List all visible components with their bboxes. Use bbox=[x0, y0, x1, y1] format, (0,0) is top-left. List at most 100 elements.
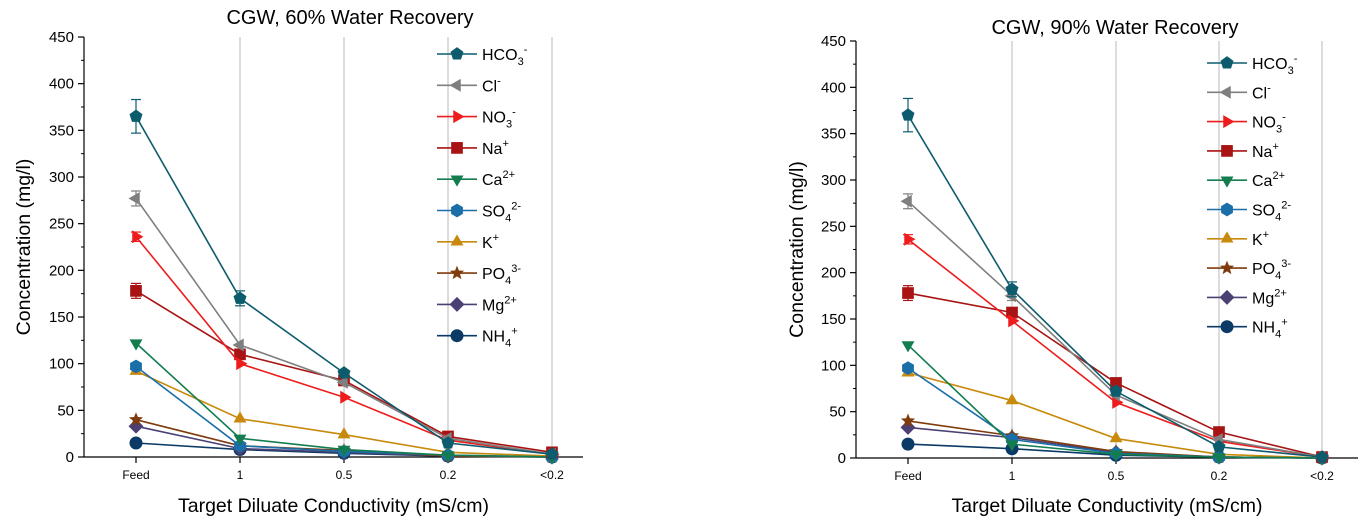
legend-marker bbox=[451, 203, 463, 218]
legend-label-sup: + bbox=[511, 326, 517, 338]
legend-label: Mg2+ bbox=[482, 294, 517, 314]
x-tick-label: 0.2 bbox=[440, 468, 457, 482]
legend-item: Cl- bbox=[1207, 82, 1271, 102]
data-point bbox=[336, 375, 348, 389]
legend-label-sup: - bbox=[1294, 53, 1298, 65]
legend-label-sup: - bbox=[1282, 112, 1286, 124]
series-SO42- bbox=[902, 361, 1328, 465]
data-point bbox=[130, 285, 142, 297]
legend-label-sup: 2+ bbox=[502, 169, 515, 181]
legend-item: SO42- bbox=[437, 201, 521, 225]
legend-item: NO3- bbox=[437, 107, 516, 131]
data-point bbox=[1212, 453, 1226, 465]
data-point bbox=[337, 427, 351, 439]
x-tick-label: 0.5 bbox=[336, 468, 353, 482]
legend: HCO3-Cl-NO3-Na+Ca2+SO42-K+PO43-Mg2+NH4+ bbox=[437, 44, 528, 350]
legend-label: SO42- bbox=[482, 201, 521, 225]
data-point bbox=[1315, 450, 1329, 463]
data-point bbox=[902, 361, 914, 375]
data-point bbox=[1005, 282, 1019, 295]
y-tick-label: 100 bbox=[821, 357, 846, 374]
legend-marker bbox=[1219, 85, 1231, 99]
x-tick-label: Feed bbox=[894, 469, 921, 483]
legend-item: K+ bbox=[437, 232, 499, 252]
legend-label: K+ bbox=[1252, 229, 1269, 249]
data-point bbox=[545, 447, 559, 460]
data-point bbox=[1112, 395, 1124, 409]
data-point bbox=[904, 232, 916, 246]
legend-label-base: NH bbox=[482, 329, 505, 346]
legend-label-base: NO bbox=[1252, 115, 1276, 132]
legend-label-sub: 4 bbox=[1275, 329, 1281, 341]
data-point bbox=[901, 437, 915, 451]
data-point bbox=[1005, 393, 1019, 405]
data-point bbox=[1109, 384, 1123, 397]
series-line bbox=[907, 292, 1323, 458]
legend-label-base: HCO bbox=[1252, 56, 1288, 73]
legend-marker bbox=[1219, 260, 1235, 275]
data-point bbox=[233, 411, 247, 423]
legend-label-base: SO bbox=[1252, 203, 1275, 220]
legend-label-sub: 3 bbox=[1276, 124, 1282, 136]
data-point bbox=[441, 451, 455, 463]
y-tick-label: 150 bbox=[49, 309, 74, 326]
y-axis-ticks: 0 50 100 150 200 250 300 350 400 450 bbox=[49, 29, 84, 466]
data-point bbox=[132, 230, 144, 244]
series-HCO3- bbox=[129, 98, 559, 460]
legend-item: NO3- bbox=[1207, 112, 1286, 136]
legend-label-base: Ca bbox=[482, 172, 503, 189]
data-point bbox=[337, 445, 351, 457]
y-tick-label: 0 bbox=[838, 450, 846, 467]
x-tick-label: Feed bbox=[122, 468, 149, 482]
legend-label-base: PO bbox=[1252, 261, 1275, 278]
y-tick-label: 300 bbox=[821, 172, 846, 189]
data-point bbox=[233, 291, 247, 304]
x-axis-ticks: Feed 1 0.5 0.2 <0.2 bbox=[122, 457, 564, 482]
legend-label: NH4+ bbox=[482, 326, 518, 350]
data-point bbox=[1006, 306, 1018, 319]
legend-label-base: K bbox=[482, 235, 493, 252]
legend-label-sub: 3 bbox=[506, 119, 512, 131]
legend-label: PO43- bbox=[1252, 258, 1291, 282]
legend-label: Mg2+ bbox=[1252, 287, 1287, 307]
legend-item: NH4+ bbox=[1207, 317, 1288, 341]
series-Ca2+ bbox=[129, 339, 559, 465]
legend-label: Cl- bbox=[482, 75, 501, 95]
x-tick-label: <0.2 bbox=[1310, 469, 1334, 483]
legend-marker bbox=[449, 78, 461, 92]
data-point bbox=[129, 339, 143, 351]
x-tick-label: 1 bbox=[237, 468, 244, 482]
legend-marker bbox=[450, 47, 464, 60]
legend-label-sup: - bbox=[497, 75, 501, 87]
data-point bbox=[128, 418, 144, 434]
legend-label: Na+ bbox=[1252, 141, 1279, 161]
legend-item: Cl- bbox=[437, 75, 501, 95]
data-point bbox=[129, 436, 143, 450]
legend-marker bbox=[450, 175, 464, 187]
chart-title: CGW, 90% Water Recovery bbox=[991, 17, 1238, 39]
legend: HCO3-Cl-NO3-Na+Ca2+SO42-K+PO43-Mg2+NH4+ bbox=[1207, 53, 1298, 341]
gridlines bbox=[239, 37, 553, 457]
legend-item: PO43- bbox=[437, 263, 521, 287]
legend-label-sub: 4 bbox=[505, 213, 511, 225]
x-tick-label: 0.2 bbox=[1211, 469, 1228, 483]
legend-label-base: Mg bbox=[482, 297, 504, 314]
legend-label-sup: 2- bbox=[511, 201, 521, 213]
legend-label-sup: 3- bbox=[511, 263, 521, 275]
y-tick-label: 450 bbox=[49, 29, 74, 46]
legend-label-sup: + bbox=[502, 138, 508, 150]
legend-marker bbox=[1221, 145, 1233, 157]
legend-item: SO42- bbox=[1207, 200, 1291, 224]
chart-panel-2: CGW, 90% Water Recovery05010015020025030… bbox=[786, 17, 1358, 517]
legend-marker bbox=[449, 296, 465, 312]
data-point bbox=[1109, 431, 1123, 443]
x-tick-label: 0.5 bbox=[1108, 469, 1125, 483]
y-tick-label: 200 bbox=[821, 265, 846, 282]
legend-label: HCO3- bbox=[482, 44, 528, 68]
data-point bbox=[233, 434, 247, 446]
y-axis-ticks: 0 50 100 150 200 250 300 350 400 450 bbox=[821, 33, 856, 467]
legend-marker bbox=[451, 142, 463, 154]
data-point bbox=[900, 194, 912, 208]
data-point bbox=[236, 357, 248, 371]
legend-label-base: Na bbox=[1252, 144, 1273, 161]
